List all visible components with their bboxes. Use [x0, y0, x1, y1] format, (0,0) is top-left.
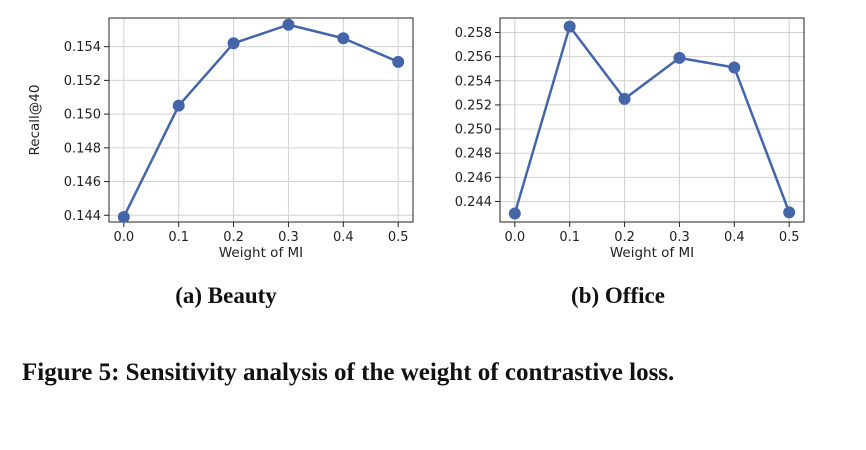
y-tick-label: 0.248 [455, 147, 492, 162]
y-tick-label: 0.148 [64, 141, 101, 156]
y-axis-label: Recall@40 [27, 85, 43, 156]
x-tick-label: 0.2 [223, 230, 244, 245]
plot-frame [108, 17, 414, 223]
data-point [227, 37, 240, 50]
data-point [508, 207, 521, 220]
data-point [117, 210, 130, 223]
y-tick-label: 0.154 [64, 40, 101, 55]
y-tick-label: 0.254 [455, 74, 492, 89]
y-tick-label: 0.246 [455, 171, 492, 186]
y-tick-label: 0.152 [64, 74, 101, 89]
chart-office-plot: 0.0 0.1 0.2 0.3 0.4 0.5 0.244 0.246 0.248 0.250 0.… [418, 17, 805, 261]
subcaption-office: (b) Office [571, 283, 665, 308]
data-point [673, 51, 686, 64]
series-line [513, 25, 791, 214]
data-point [728, 61, 741, 74]
y-axis-label: Recall@40 [433, 85, 434, 156]
data-point [783, 206, 796, 219]
y-tick-label: 0.250 [455, 123, 492, 138]
data-point [282, 18, 295, 31]
x-tick-label: 0.4 [724, 230, 745, 245]
data-point [392, 55, 405, 68]
y-tick-label: 0.144 [64, 209, 101, 224]
figure-caption: Figure 5: Sensitivity analysis of the we… [22, 359, 675, 386]
x-tick-label: 0.1 [559, 230, 580, 245]
subcaption-beauty: (a) Beauty [175, 283, 277, 308]
y-tick-label: 0.258 [455, 26, 492, 41]
x-axis-label: Weight of MI [219, 245, 303, 261]
plot-frame [499, 17, 805, 223]
x-tick-label: 0.5 [779, 230, 800, 245]
series-line [122, 23, 399, 218]
y-tick-label: 0.244 [455, 195, 492, 210]
x-tick-label: 0.1 [168, 230, 189, 245]
y-tick-label: 0.252 [455, 98, 492, 113]
data-point [337, 32, 350, 45]
chart-beauty-plot: 0.0 0.1 0.2 0.3 0.4 0.5 0.144 0.146 0.148 0.150 0.… [27, 17, 414, 261]
x-tick-label: 0.0 [113, 230, 134, 245]
data-point [618, 92, 631, 105]
y-tick-label: 0.150 [64, 108, 101, 123]
data-point [172, 99, 185, 112]
x-tick-label: 0.4 [333, 230, 354, 245]
x-tick-label: 0.2 [614, 230, 635, 245]
y-tick-label: 0.256 [455, 50, 492, 65]
chart-beauty: 0.0 0.1 0.2 0.3 0.4 0.5 0.144 0.146 0.148 0.150 0.… [0, 0, 433, 270]
y-tick-label: 0.146 [64, 175, 101, 190]
data-point [563, 20, 576, 33]
chart-office: 0.0 0.1 0.2 0.3 0.4 0.5 0.244 0.246 0.248 0.250 0.… [418, 0, 866, 270]
x-tick-label: 0.0 [504, 230, 525, 245]
x-tick-label: 0.3 [669, 230, 690, 245]
x-tick-label: 0.3 [278, 230, 299, 245]
x-tick-label: 0.5 [388, 230, 409, 245]
x-axis-label: Weight of MI [610, 245, 694, 261]
